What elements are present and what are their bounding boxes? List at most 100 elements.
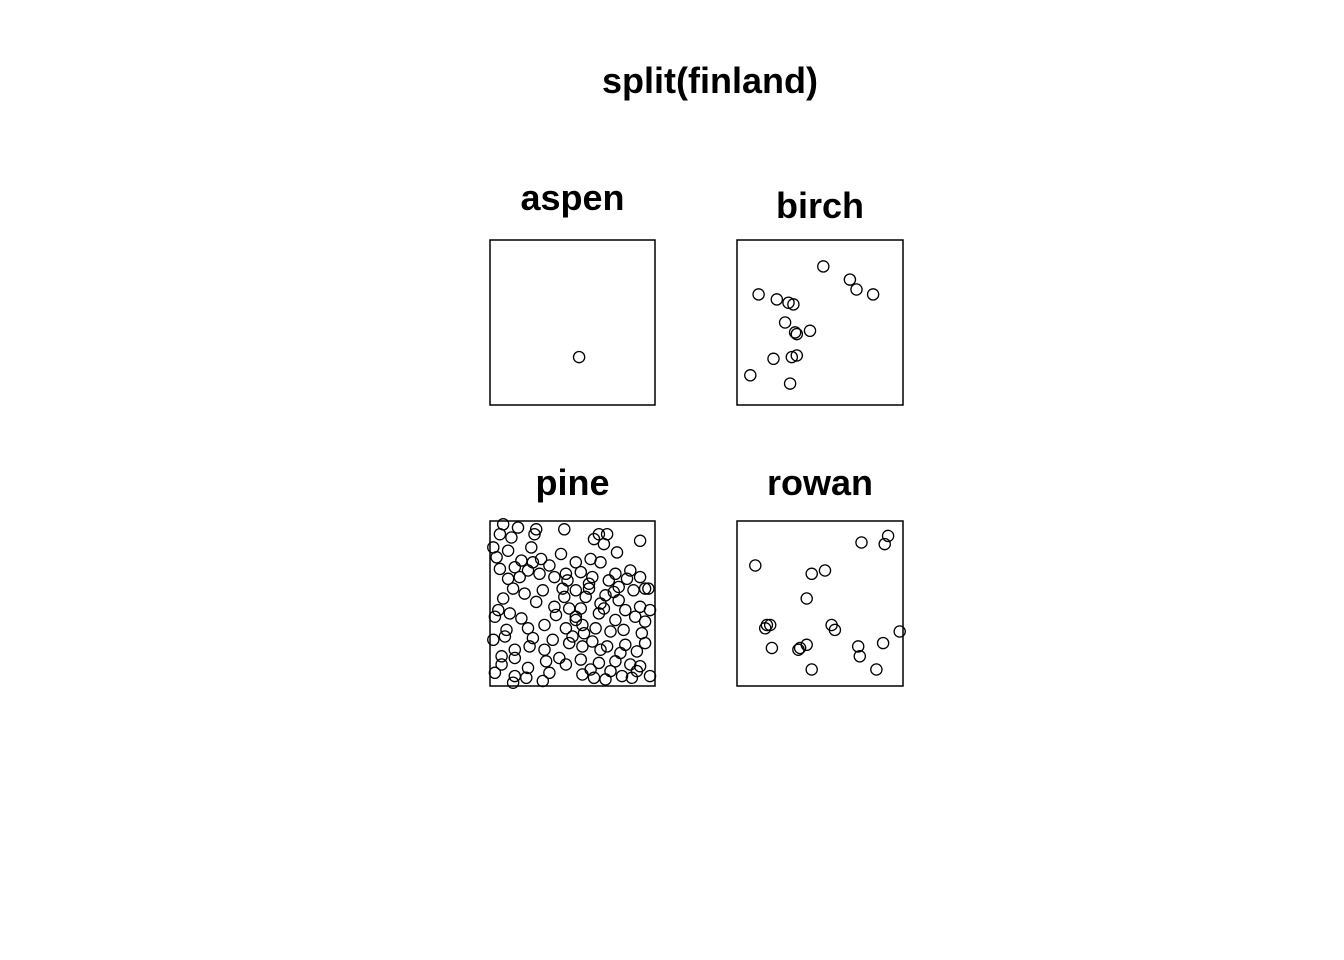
data-point (543, 666, 556, 680)
data-point (533, 567, 546, 581)
data-point (521, 564, 535, 577)
panel-frame (489, 239, 656, 406)
data-point (792, 643, 805, 656)
data-point (610, 546, 624, 559)
data-point (803, 324, 817, 338)
data-point (633, 570, 647, 584)
data-point (614, 646, 627, 660)
data-point (625, 671, 639, 685)
data-point (490, 551, 503, 564)
data-point (538, 618, 551, 632)
data-point (594, 643, 607, 656)
data-point (582, 577, 596, 590)
data-point (612, 593, 625, 607)
data-point (574, 602, 588, 615)
data-point (508, 643, 522, 656)
data-point (633, 534, 647, 548)
data-point (765, 641, 779, 655)
data-point (878, 537, 891, 551)
data-point (558, 523, 571, 536)
data-point (556, 582, 569, 595)
data-point (643, 603, 657, 617)
data-point (587, 532, 601, 546)
data-point (548, 600, 561, 614)
panel-frame (736, 520, 904, 687)
data-point (749, 559, 762, 572)
data-point (828, 623, 842, 637)
data-point (576, 668, 589, 681)
data-point (500, 623, 513, 637)
data-point (619, 603, 632, 617)
data-point (495, 650, 508, 663)
panel-birch: birch (736, 185, 904, 406)
panel-title: pine (535, 462, 609, 503)
data-point (624, 564, 637, 577)
data-point (569, 613, 583, 627)
data-point (511, 521, 525, 534)
panel-title: aspen (520, 177, 624, 218)
data-point (758, 622, 772, 635)
data-point (566, 630, 579, 643)
data-point (624, 658, 637, 671)
data-point (600, 640, 614, 653)
data-point (495, 658, 508, 671)
data-point (866, 288, 880, 301)
data-point (817, 260, 830, 273)
data-point (790, 349, 804, 362)
data-point (553, 651, 566, 665)
data-point (788, 326, 802, 339)
data-point (586, 635, 599, 648)
data-point (870, 663, 883, 676)
data-point (579, 590, 592, 604)
data-point (787, 298, 800, 311)
data-point (493, 527, 507, 541)
data-point (643, 669, 657, 683)
data-point (783, 377, 797, 390)
data-point (506, 676, 520, 689)
data-point (526, 631, 540, 645)
data-point (505, 531, 518, 544)
data-point (569, 584, 583, 597)
data-point (778, 316, 792, 329)
data-point (586, 570, 599, 584)
data-point (554, 547, 568, 561)
data-point (572, 350, 586, 364)
data-point (520, 671, 533, 685)
data-point (569, 556, 583, 569)
data-point (488, 610, 502, 623)
data-point (528, 527, 541, 541)
panel-frame (489, 520, 656, 687)
data-point (851, 640, 865, 653)
panel-rowan: rowan (736, 462, 906, 687)
data-point (638, 615, 652, 628)
data-point (800, 592, 813, 605)
data-point (487, 633, 500, 647)
data-point (782, 296, 795, 309)
data-point (604, 625, 617, 638)
data-point (521, 622, 535, 635)
data-point (534, 552, 548, 566)
data-point (539, 655, 553, 668)
data-point (818, 564, 832, 577)
data-point (506, 582, 520, 595)
data-point (620, 572, 634, 586)
data-point (850, 283, 863, 296)
data-point (609, 655, 622, 668)
data-point (876, 636, 890, 650)
data-point (609, 567, 622, 581)
data-point (515, 554, 528, 567)
data-point (574, 565, 588, 579)
data-point (642, 582, 655, 595)
data-point (744, 369, 757, 382)
data-point (881, 529, 895, 543)
data-point (498, 630, 512, 643)
data-point (559, 622, 573, 635)
data-point (518, 587, 531, 600)
data-point (767, 352, 780, 366)
data-point (752, 288, 765, 301)
data-point (630, 645, 644, 658)
data-point (628, 610, 642, 623)
data-point (508, 560, 522, 574)
data-point (615, 669, 629, 683)
